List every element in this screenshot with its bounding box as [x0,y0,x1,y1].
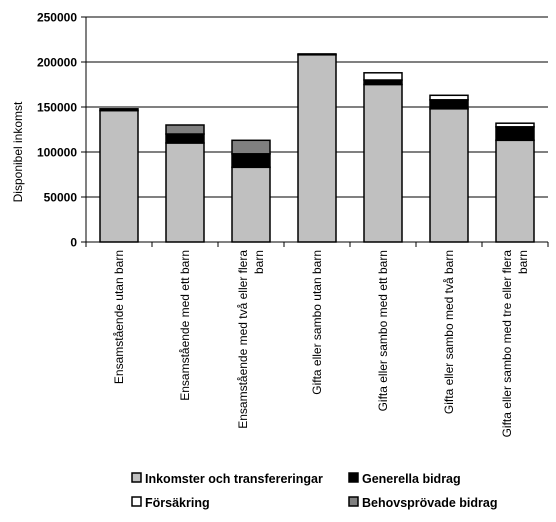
y-tick-label: 100000 [37,146,77,160]
bar-segment [429,99,469,110]
y-tick-label: 150000 [37,101,77,115]
bar-segment [99,108,139,112]
bar-segment [231,139,271,155]
legend-swatch [348,496,359,507]
bar-segment [165,142,205,243]
x-tick-label: Gifta eller sambo utan barn [310,250,324,395]
legend-label: Försäkring [145,496,210,510]
legend-label: Generella bidrag [362,472,461,486]
bar-segment [429,94,469,101]
legend-swatch [131,472,142,483]
bar-segment [165,133,205,144]
bar-segment [495,122,535,128]
bar-segment [495,126,535,142]
bar-segment [231,153,271,169]
y-axis-ticks: 0 50000 100000 150000 200000 250000 [37,11,86,250]
x-tick-label: barn [516,250,530,274]
y-tick-label: 0 [70,236,77,250]
legend-label: Inkomster och transfereringar [145,472,323,486]
x-tick-label: barn [252,250,266,274]
bar-segment [99,109,139,243]
x-tick-label: Ensamstående med två eller flera [236,250,250,429]
bar-segment [429,108,469,243]
y-axis-title: Disponibel inkomst [11,101,25,202]
x-axis-labels: Ensamstående utan barn Ensamstående med e… [112,250,530,438]
x-tick-label: Ensamstående med ett barn [178,250,192,401]
bar-segment [297,54,337,243]
bar-segment [297,53,337,56]
legend-swatch [131,496,142,507]
y-tick-label: 200000 [37,56,77,70]
bar-segment [165,124,205,135]
y-tick-label: 50000 [44,191,78,205]
legend: Inkomster och transfereringar Generella b… [131,472,497,510]
bars [99,53,535,243]
x-tick-label: Gifta eller sambo med tre eller flera [500,250,514,438]
x-tick-label: Gifta eller sambo med två barn [442,250,456,414]
bar-segment [363,83,403,243]
bar-segment [495,139,535,243]
bar-segment [363,72,403,81]
x-tick-label: Ensamstående utan barn [112,250,126,384]
legend-label: Behovsprövade bidrag [362,496,497,510]
axes [85,17,549,247]
x-tick-label: Gifta eller sambo med ett barn [376,250,390,411]
bar-segment [231,166,271,243]
legend-swatch [348,472,359,483]
y-tick-label: 250000 [37,11,77,25]
